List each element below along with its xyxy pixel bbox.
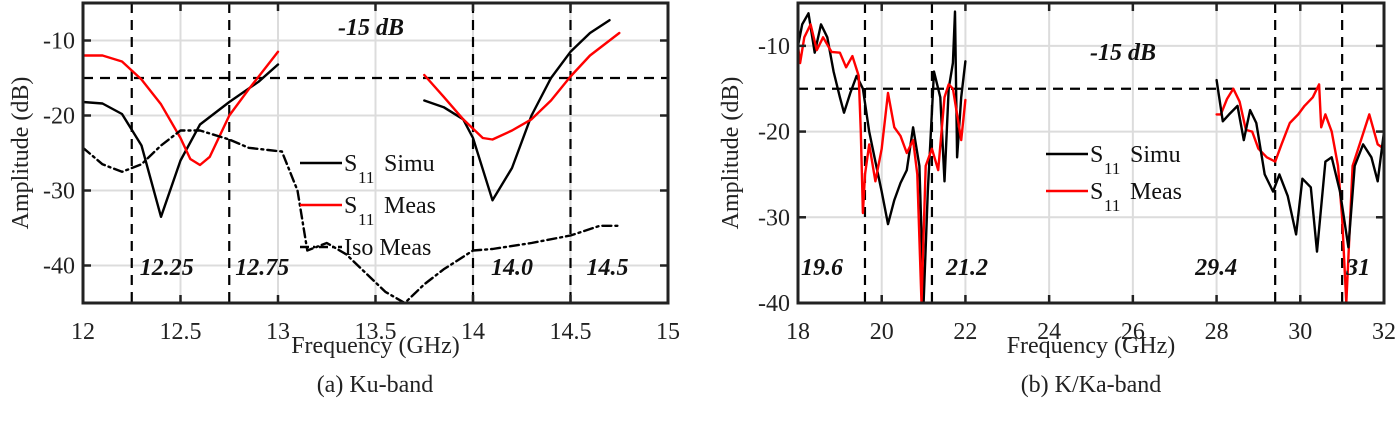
legend-label: S <box>344 193 357 219</box>
y-tick-label: -10 <box>43 29 75 55</box>
band-edge-label: 14.0 <box>491 255 533 281</box>
axes-box <box>796 1 1386 305</box>
legend-label: S <box>344 151 357 177</box>
y-tick-label: -20 <box>758 120 790 146</box>
x-tick-label: 30 <box>1288 319 1312 345</box>
figure-caption: (a) Ku-band <box>317 372 434 398</box>
band-edge-label: 29.4 <box>1194 255 1237 281</box>
x-tick-label: 22 <box>953 319 977 345</box>
y-tick-label: -30 <box>758 205 790 231</box>
x-tick-label: 13.5 <box>355 319 397 345</box>
y-tick-label: -10 <box>758 34 790 60</box>
figure-caption: (b) K/Ka-band <box>1021 372 1162 398</box>
y-axis-label: Amplitude (dB) <box>718 77 744 230</box>
legend-subscript: 11 <box>1104 196 1120 215</box>
legend-subscript: 11 <box>358 168 374 187</box>
x-tick-label: 14 <box>461 319 485 345</box>
threshold-label: -15 dB <box>338 15 404 41</box>
legend-label: S <box>1090 142 1103 168</box>
x-tick-label: 24 <box>1037 319 1061 345</box>
y-tick-label: -40 <box>43 254 75 280</box>
plot-k-ka-band: 18 20 22 24 26 28 30 32 -40 -30 -20 -10 Amplitude (d… <box>718 1 1396 398</box>
legend-subscript: 11 <box>358 210 374 229</box>
x-tick-label: 12 <box>71 319 95 345</box>
y-tick-label: -20 <box>43 104 75 130</box>
band-edge-label: 12.25 <box>140 255 194 281</box>
series-iso-meas <box>83 129 621 303</box>
band-edge-label: 21.2 <box>945 255 988 281</box>
threshold-label: -15 dB <box>1090 40 1156 66</box>
y-tick-label: -30 <box>43 179 75 205</box>
x-tick-label: 26 <box>1121 319 1145 345</box>
legend-label: S <box>1090 179 1103 205</box>
legend-label: Meas <box>1130 179 1182 205</box>
plot-ku-band: 12 12.5 13 13.5 14 14.5 15 -40 -30 -20 -10 Amplitud… <box>8 1 680 398</box>
series-s11-simu <box>83 19 611 219</box>
y-axis-label: Amplitude (dB) <box>8 77 34 230</box>
series-s11-meas <box>83 31 621 167</box>
series-s11-simu-ka- <box>1215 78 1384 253</box>
x-tick-label: 12.5 <box>160 319 202 345</box>
x-tick-label: 15 <box>656 319 680 345</box>
x-tick-label: 18 <box>786 319 810 345</box>
band-edge-label: 12.75 <box>235 255 289 281</box>
x-tick-label: 20 <box>870 319 894 345</box>
x-tick-label: 32 <box>1372 319 1396 345</box>
legend-subscript: 11 <box>1104 159 1120 178</box>
band-edge-label: 14.5 <box>587 255 629 281</box>
band-edge-label: 19.6 <box>801 255 843 281</box>
y-tick-label: -40 <box>758 291 790 317</box>
x-axis-label: Frequency (GHz) <box>1007 333 1176 359</box>
legend-label: Meas <box>384 193 436 219</box>
x-tick-label: 14.5 <box>550 319 592 345</box>
legend-label: Simu <box>384 151 435 177</box>
legend-label: Simu <box>1130 142 1181 168</box>
x-axis-label: Frequency (GHz) <box>291 333 460 359</box>
legend-label: Iso Meas <box>344 235 431 261</box>
x-tick-label: 13 <box>266 319 290 345</box>
x-tick-label: 28 <box>1205 319 1229 345</box>
band-edge-label: 31 <box>1345 255 1370 281</box>
series-s11-simu <box>798 10 967 303</box>
